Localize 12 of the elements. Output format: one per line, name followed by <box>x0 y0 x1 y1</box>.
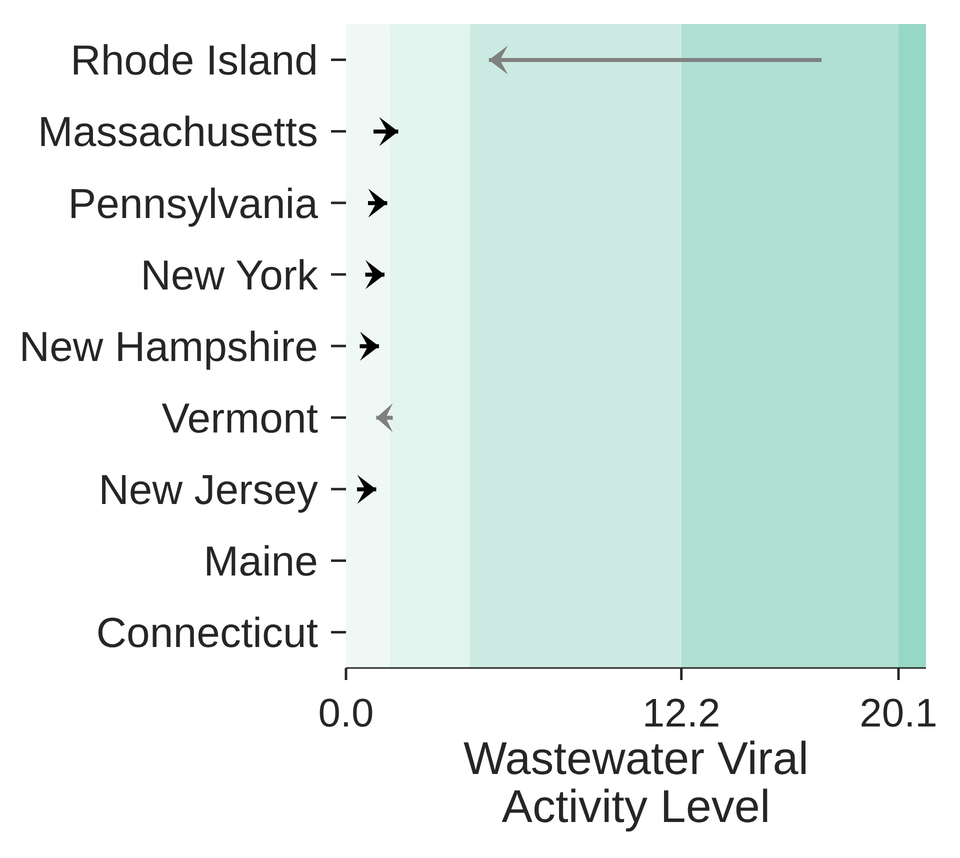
y-tick-label: Connecticut <box>96 609 318 656</box>
x-tick-label: 0.0 <box>318 691 374 736</box>
y-tick-label: New Hampshire <box>19 322 318 370</box>
y-tick-label: Maine <box>204 538 318 585</box>
y-tick-label: New Jersey <box>98 466 318 514</box>
y-tick-label: Rhode Island <box>70 36 318 84</box>
y-tick-label: New York <box>140 251 319 298</box>
x-tick-label: 20.1 <box>860 691 938 736</box>
bar <box>488 58 822 62</box>
y-tick-label: Massachusetts <box>38 108 318 156</box>
y-tick-label: Vermont <box>162 394 318 442</box>
y-tick-label: Pennsylvania <box>68 180 319 227</box>
